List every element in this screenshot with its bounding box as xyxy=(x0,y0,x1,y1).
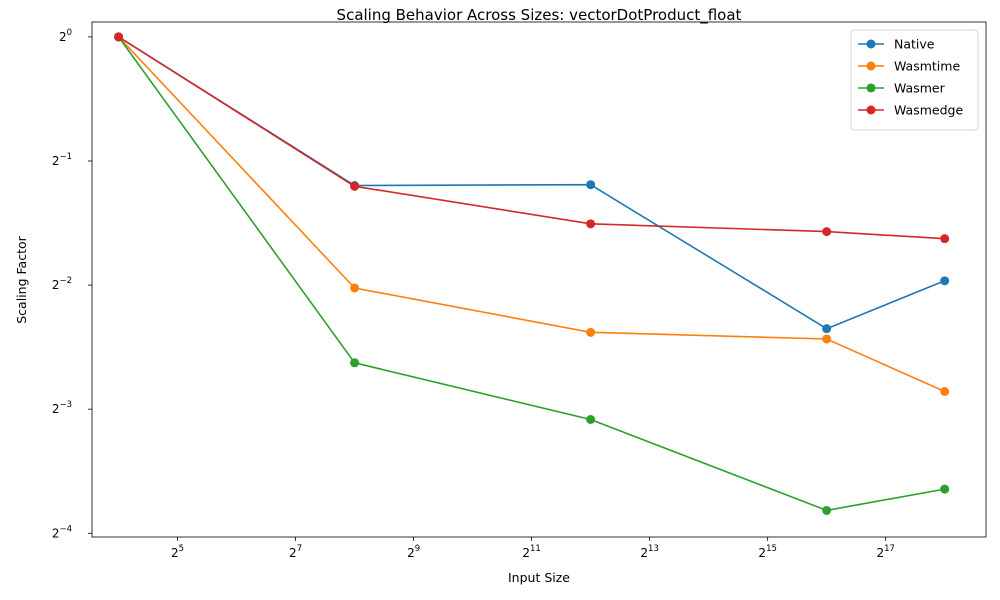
legend-item: Wasmer xyxy=(858,81,946,96)
legend-label: Native xyxy=(894,37,935,52)
x-tick-label-exp: 9 xyxy=(415,544,420,554)
y-tick-label-exp: −2 xyxy=(59,276,72,286)
data-point xyxy=(350,181,360,191)
legend-box xyxy=(850,29,979,131)
x-tick-label: 213 xyxy=(640,544,658,560)
legend-marker xyxy=(866,83,876,93)
y-tick-label-base: 2 xyxy=(59,30,67,44)
legend-marker xyxy=(866,61,876,71)
x-tick-label: 29 xyxy=(407,544,420,560)
y-tick-label-base: 2 xyxy=(52,154,60,168)
data-point xyxy=(940,386,950,396)
data-point xyxy=(350,283,360,293)
y-tick-label-base: 2 xyxy=(52,526,60,540)
x-tick-label-exp: 17 xyxy=(884,544,895,554)
y-tick-label: 2−2 xyxy=(52,276,72,292)
y-axis-ticks: 202−12−22−32−4 xyxy=(52,28,92,540)
data-point xyxy=(822,324,832,334)
legend-label: Wasmedge xyxy=(894,103,963,118)
x-tick-label-exp: 13 xyxy=(648,544,659,554)
x-tick-label-base: 2 xyxy=(522,546,530,560)
x-tick-label-base: 2 xyxy=(407,546,415,560)
data-point xyxy=(822,505,832,515)
x-tick-label-base: 2 xyxy=(640,546,648,560)
data-point xyxy=(822,334,832,344)
series-wasmtime xyxy=(114,32,950,396)
legend-item: Wasmedge xyxy=(858,103,963,118)
y-tick-label-base: 2 xyxy=(52,278,60,292)
legend-item: Wasmtime xyxy=(858,59,960,74)
x-tick-label-exp: 15 xyxy=(766,544,777,554)
y-tick-label: 2−4 xyxy=(52,524,72,540)
x-axis-label: Input Size xyxy=(508,570,570,585)
y-tick-label-exp: −1 xyxy=(59,152,72,162)
x-tick-label: 211 xyxy=(522,544,540,560)
x-tick-label-base: 2 xyxy=(171,546,179,560)
data-point xyxy=(940,234,950,244)
y-tick-label-exp: −4 xyxy=(59,524,72,534)
x-tick-label: 217 xyxy=(876,544,894,560)
x-tick-label: 27 xyxy=(289,544,302,560)
series-wasmedge xyxy=(114,32,950,244)
legend: Native Wasmtime Wasmer Wasmedge xyxy=(850,29,979,131)
x-tick-label-base: 2 xyxy=(289,546,297,560)
y-axis-label: Scaling Factor xyxy=(14,235,29,323)
data-point xyxy=(940,276,950,286)
legend-label: Wasmtime xyxy=(894,59,960,74)
legend-marker xyxy=(866,105,876,115)
x-tick-label-exp: 7 xyxy=(297,544,302,554)
data-point xyxy=(350,358,360,368)
y-tick-label: 2−3 xyxy=(52,400,72,416)
data-point xyxy=(586,414,596,424)
data-point xyxy=(586,180,596,190)
data-point xyxy=(586,219,596,229)
data-point xyxy=(940,484,950,494)
x-tick-label: 25 xyxy=(171,544,184,560)
plot-area xyxy=(91,21,987,538)
y-tick-label-exp: 0 xyxy=(67,28,72,38)
x-tick-label: 215 xyxy=(758,544,776,560)
x-tick-label-exp: 5 xyxy=(179,544,184,554)
data-point xyxy=(822,227,832,237)
data-point xyxy=(114,32,124,42)
y-tick-label-base: 2 xyxy=(52,402,60,416)
legend-marker xyxy=(866,39,876,49)
legend-item: Native xyxy=(858,37,935,52)
x-axis-ticks: 25 27 29 211 213 215 217 xyxy=(171,537,895,560)
x-tick-label-base: 2 xyxy=(876,546,884,560)
y-tick-label: 20 xyxy=(59,28,72,44)
legend-label: Wasmer xyxy=(894,81,946,96)
chart-title: Scaling Behavior Across Sizes: vectorDot… xyxy=(337,6,742,25)
data-point xyxy=(586,327,596,337)
x-tick-label-exp: 11 xyxy=(530,544,541,554)
series-layer xyxy=(114,32,950,515)
y-tick-label: 2−1 xyxy=(52,152,72,168)
x-tick-label-base: 2 xyxy=(758,546,766,560)
y-tick-label-exp: −3 xyxy=(59,400,72,410)
